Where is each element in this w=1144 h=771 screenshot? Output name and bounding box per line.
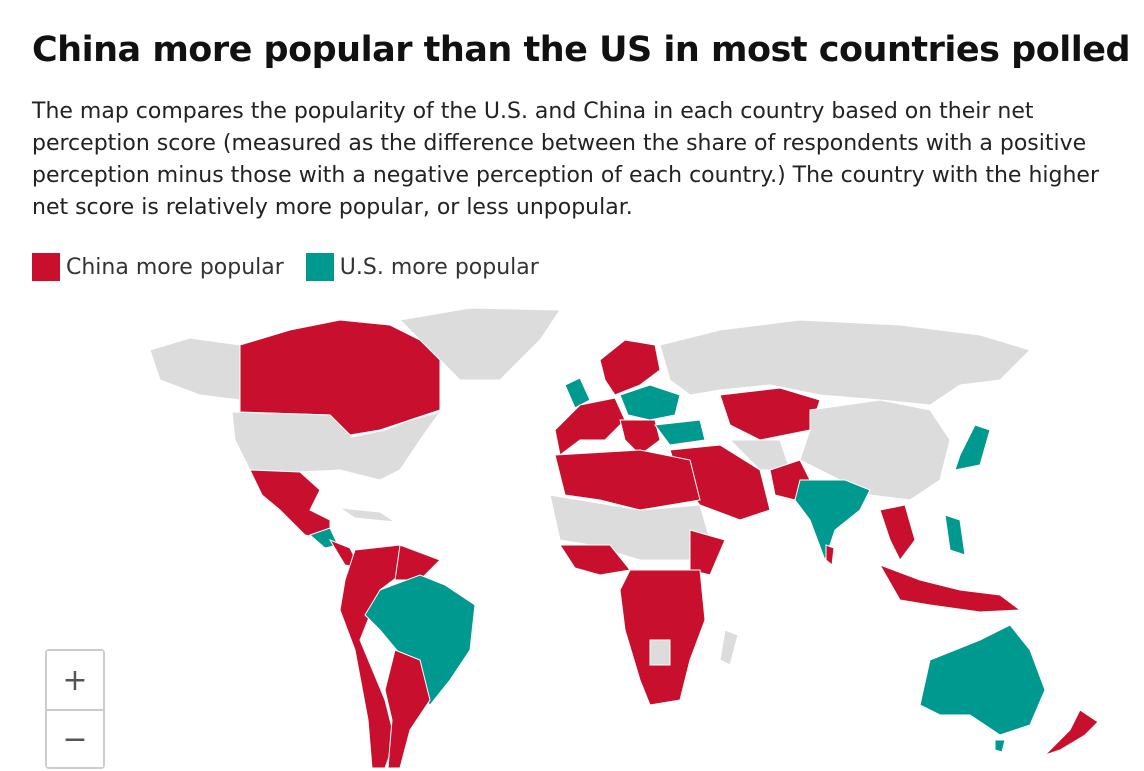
legend-swatch bbox=[305, 253, 334, 281]
legend-label: China more popular bbox=[66, 254, 284, 280]
country bbox=[554, 449, 701, 511]
country bbox=[719, 387, 821, 441]
legend-label: U.S. more popular bbox=[339, 254, 539, 280]
country bbox=[879, 504, 916, 561]
country bbox=[339, 507, 396, 523]
country bbox=[825, 544, 835, 566]
country bbox=[384, 649, 431, 769]
country bbox=[599, 339, 661, 396]
legend: China more popular U.S. more popular bbox=[32, 253, 539, 281]
country bbox=[231, 411, 442, 481]
country bbox=[649, 639, 671, 666]
country bbox=[249, 469, 331, 541]
country bbox=[619, 384, 681, 421]
world-map bbox=[149, 307, 1099, 769]
title: China more popular than the US in most c… bbox=[32, 30, 1131, 70]
country bbox=[719, 629, 739, 666]
country bbox=[564, 377, 591, 409]
country bbox=[619, 419, 661, 456]
country bbox=[394, 544, 441, 581]
country bbox=[689, 529, 726, 576]
country bbox=[149, 337, 241, 401]
zoom-out-button[interactable]: − bbox=[47, 709, 103, 767]
country bbox=[654, 419, 706, 446]
legend-item: U.S. more popular bbox=[305, 253, 539, 281]
zoom-in-button[interactable]: + bbox=[47, 651, 103, 709]
country bbox=[1044, 709, 1099, 756]
country bbox=[919, 624, 1046, 736]
country bbox=[944, 514, 966, 556]
country bbox=[659, 319, 1031, 406]
country bbox=[364, 574, 476, 706]
country bbox=[994, 739, 1006, 753]
country bbox=[619, 569, 706, 706]
legend-swatch bbox=[32, 253, 60, 281]
country bbox=[799, 399, 951, 501]
description: The map compares the popularity of the U… bbox=[32, 99, 1099, 220]
country bbox=[559, 544, 631, 576]
zoom-control: + − bbox=[45, 649, 105, 769]
legend-item: China more popular bbox=[32, 253, 284, 281]
country bbox=[794, 479, 871, 562]
country bbox=[878, 564, 1022, 613]
country bbox=[554, 397, 626, 456]
country bbox=[954, 424, 991, 471]
